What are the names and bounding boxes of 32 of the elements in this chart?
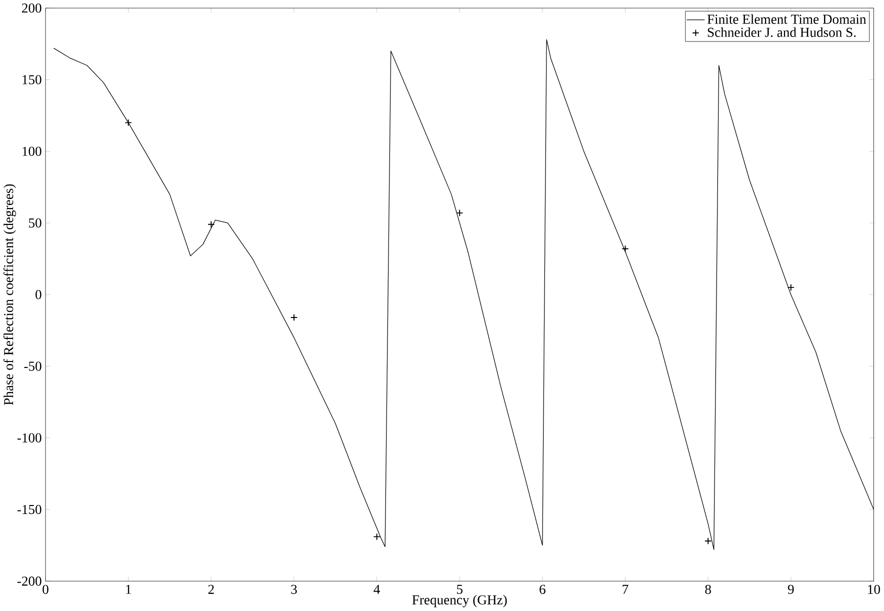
point [622,245,629,252]
point [787,284,795,292]
x-tick-label: 9 [788,584,794,594]
x-tick-label: 7 [622,584,628,594]
y-tick-label: -150 [17,505,42,514]
y-axis-title: Phase of Reflection coefficient (degrees) [3,184,16,406]
x-tick-label: 6 [540,584,546,594]
y-tick-label: 150 [22,75,42,84]
x-tick-label: 2 [208,584,214,594]
point [704,538,712,545]
point [373,533,380,540]
x-tick-label: 1 [126,584,131,594]
x-axis-title: Frequency (GHz) [412,595,507,608]
text: Schneider J. and Hudson S. [708,28,856,38]
point [208,220,215,228]
y-tick-label: 50 [29,218,42,228]
y-tick-label: -200 [17,576,42,586]
y-tick-label: 200 [22,4,42,13]
x-tick-label: 5 [457,584,462,594]
point [124,119,132,126]
x-tick-label: 10 [868,584,880,594]
text: Finite Element Time Domain [707,14,866,24]
y-tick-label: -100 [17,433,42,443]
x-tick-label: 3 [291,584,297,594]
x-tick-label: 4 [374,584,380,594]
x-tick-label: 0 [42,584,48,594]
y-tick-label: 0 [36,290,42,300]
y-tick-label: -50 [24,362,42,371]
x-tick-label: 8 [705,584,711,594]
point [456,209,464,217]
point [290,314,298,322]
y-tick-label: 100 [22,146,42,156]
